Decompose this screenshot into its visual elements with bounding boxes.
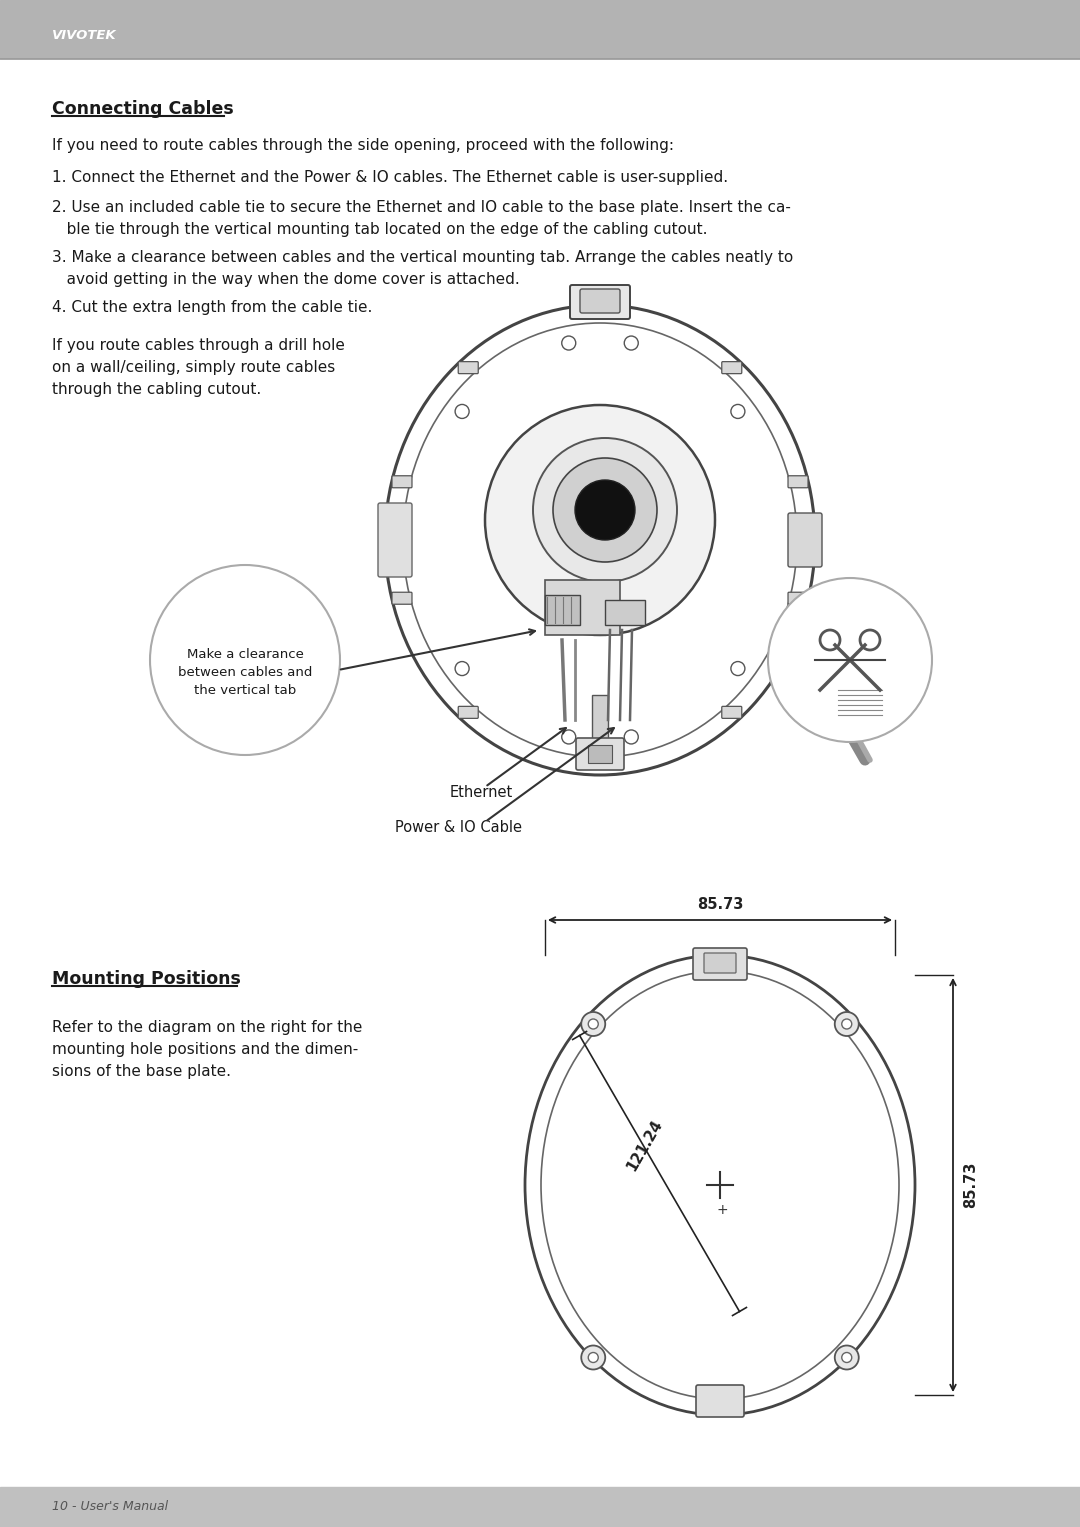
Circle shape — [562, 730, 576, 744]
Circle shape — [624, 336, 638, 350]
Circle shape — [581, 1345, 605, 1370]
Text: Power & IO Cable: Power & IO Cable — [395, 820, 522, 835]
Text: If you need to route cables through the side opening, proceed with the following: If you need to route cables through the … — [52, 137, 674, 153]
Text: 85.73: 85.73 — [963, 1162, 978, 1208]
FancyBboxPatch shape — [721, 362, 742, 374]
Circle shape — [841, 1353, 852, 1362]
FancyBboxPatch shape — [576, 738, 624, 770]
Circle shape — [624, 730, 638, 744]
FancyBboxPatch shape — [721, 707, 742, 718]
Circle shape — [841, 1019, 852, 1029]
FancyBboxPatch shape — [378, 502, 411, 577]
Text: Make a clearance: Make a clearance — [187, 647, 303, 661]
Text: 2. Use an included cable tie to secure the Ethernet and IO cable to the base pla: 2. Use an included cable tie to secure t… — [52, 200, 791, 215]
Circle shape — [455, 405, 469, 418]
Text: VIVOTEK: VIVOTEK — [52, 29, 117, 43]
Circle shape — [553, 458, 657, 562]
FancyBboxPatch shape — [693, 948, 747, 980]
Text: avoid getting in the way when the dome cover is attached.: avoid getting in the way when the dome c… — [52, 272, 519, 287]
Text: mounting hole positions and the dimen-: mounting hole positions and the dimen- — [52, 1041, 359, 1057]
Text: Ethernet: Ethernet — [450, 785, 513, 800]
Bar — [0, 0, 1080, 58]
Bar — [605, 600, 645, 625]
FancyBboxPatch shape — [696, 1385, 744, 1417]
Circle shape — [731, 405, 745, 418]
Bar — [592, 695, 608, 741]
Text: ble tie through the vertical mounting tab located on the edge of the cabling cut: ble tie through the vertical mounting ta… — [52, 221, 707, 237]
Text: 85.73: 85.73 — [697, 896, 743, 912]
FancyBboxPatch shape — [392, 476, 411, 487]
Text: through the cabling cutout.: through the cabling cutout. — [52, 382, 261, 397]
Bar — [545, 580, 620, 635]
Text: 10 - User's Manual: 10 - User's Manual — [52, 1501, 168, 1513]
Text: Mounting Positions: Mounting Positions — [52, 970, 241, 988]
Circle shape — [485, 405, 715, 635]
Circle shape — [455, 661, 469, 675]
Circle shape — [150, 565, 340, 754]
Text: Connecting Cables: Connecting Cables — [52, 99, 233, 118]
FancyBboxPatch shape — [788, 513, 822, 567]
Circle shape — [731, 661, 745, 675]
FancyBboxPatch shape — [458, 707, 478, 718]
FancyBboxPatch shape — [458, 362, 478, 374]
Bar — [588, 745, 612, 764]
FancyBboxPatch shape — [788, 592, 808, 605]
Text: 4. Cut the extra length from the cable tie.: 4. Cut the extra length from the cable t… — [52, 299, 373, 315]
Circle shape — [589, 1019, 598, 1029]
Circle shape — [575, 479, 635, 541]
Circle shape — [534, 438, 677, 582]
Circle shape — [835, 1012, 859, 1035]
Text: 1. Connect the Ethernet and the Power & IO cables. The Ethernet cable is user-su: 1. Connect the Ethernet and the Power & … — [52, 169, 728, 185]
Text: on a wall/ceiling, simply route cables: on a wall/ceiling, simply route cables — [52, 360, 335, 376]
Text: between cables and: between cables and — [178, 666, 312, 680]
Circle shape — [768, 579, 932, 742]
FancyBboxPatch shape — [788, 476, 808, 487]
Text: sions of the base plate.: sions of the base plate. — [52, 1064, 231, 1080]
Text: Refer to the diagram on the right for the: Refer to the diagram on the right for th… — [52, 1020, 363, 1035]
Text: +: + — [716, 1203, 728, 1217]
Circle shape — [581, 1012, 605, 1035]
FancyBboxPatch shape — [704, 953, 735, 973]
FancyBboxPatch shape — [570, 286, 630, 319]
Text: If you route cables through a drill hole: If you route cables through a drill hole — [52, 337, 345, 353]
Bar — [0, 1487, 1080, 1527]
Text: 3. Make a clearance between cables and the vertical mounting tab. Arrange the ca: 3. Make a clearance between cables and t… — [52, 250, 793, 266]
Text: 121.24: 121.24 — [624, 1118, 665, 1174]
Bar — [545, 596, 580, 625]
FancyBboxPatch shape — [580, 289, 620, 313]
Circle shape — [835, 1345, 859, 1370]
Circle shape — [589, 1353, 598, 1362]
FancyBboxPatch shape — [392, 592, 411, 605]
Text: the vertical tab: the vertical tab — [194, 684, 296, 696]
Circle shape — [562, 336, 576, 350]
Ellipse shape — [835, 680, 885, 721]
